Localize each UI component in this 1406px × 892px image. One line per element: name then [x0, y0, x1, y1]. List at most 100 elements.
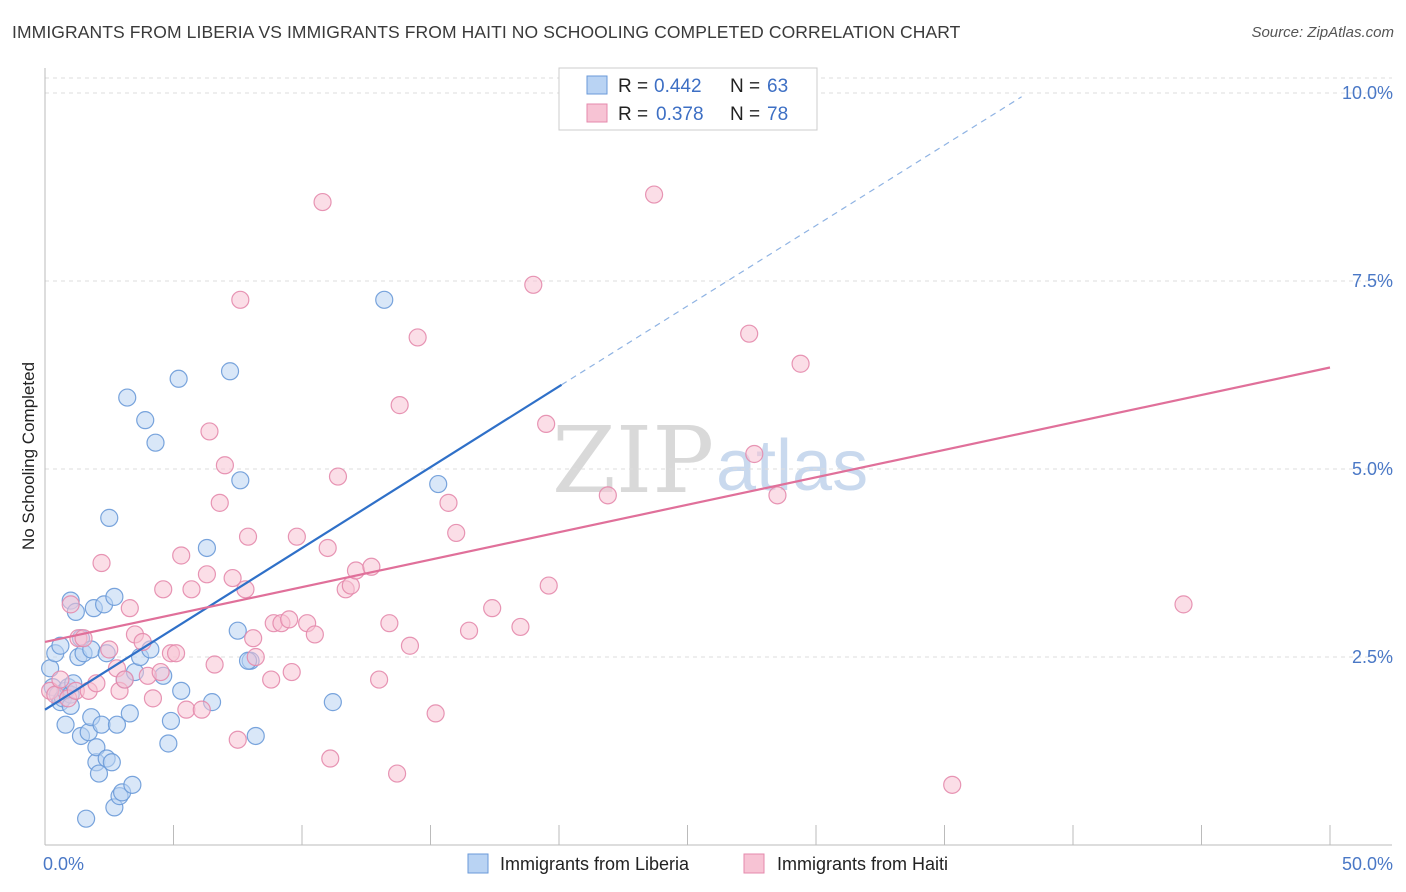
y-axis-title: No Schooling Completed	[19, 362, 38, 550]
point-haiti-62	[426, 704, 445, 723]
point-haiti-68	[524, 275, 543, 294]
point-haiti-47	[305, 625, 324, 644]
point-haiti-26	[182, 580, 201, 599]
point-haiti-67	[511, 617, 530, 637]
point-haiti-2	[51, 670, 70, 689]
stats-legend-n-value-haiti: 78	[767, 104, 788, 125]
point-haiti-76	[791, 354, 810, 373]
point-haiti-58	[387, 764, 407, 783]
point-liberia-39	[118, 388, 137, 407]
point-haiti-33	[223, 568, 242, 588]
point-haiti-11	[100, 640, 119, 659]
point-liberia-48	[159, 734, 178, 753]
point-haiti-32	[215, 456, 234, 475]
stats-legend-r-value-liberia: 0.442	[654, 76, 702, 97]
point-haiti-48	[313, 192, 332, 212]
point-liberia-44	[136, 411, 155, 430]
trend-lines	[44, 96, 1331, 711]
axes	[44, 68, 1392, 846]
source-credit: Source: ZipAtlas.com	[1251, 24, 1394, 41]
point-liberia-41	[123, 775, 142, 794]
y-tick-label-1: 5.0%	[1352, 459, 1393, 479]
point-haiti-24	[172, 546, 191, 565]
point-liberia-33	[105, 587, 124, 606]
point-liberia-51	[172, 681, 191, 700]
point-haiti-15	[120, 599, 139, 618]
point-haiti-61	[408, 328, 427, 347]
point-haiti-74	[745, 444, 764, 464]
point-haiti-28	[197, 565, 217, 584]
stats-legend-r-label-haiti: R =	[618, 104, 648, 125]
point-liberia-27	[92, 715, 111, 734]
point-haiti-72	[644, 185, 664, 204]
point-haiti-59	[390, 396, 409, 415]
legend-item-liberia[interactable]: Immigrants from Liberia	[467, 853, 690, 874]
point-liberia-58	[246, 726, 265, 746]
point-haiti-65	[459, 621, 479, 640]
trend-line-liberia-extension	[561, 96, 1022, 386]
stats-legend-n-label-liberia: N =	[730, 76, 760, 97]
point-haiti-64	[447, 523, 466, 543]
stats-legend-swatch-haiti	[586, 103, 608, 123]
trend-line-liberia	[44, 383, 563, 711]
point-liberia-31	[100, 508, 119, 527]
point-haiti-25	[177, 700, 196, 719]
chart-title: IMMIGRANTS FROM LIBERIA VS IMMIGRANTS FR…	[12, 22, 961, 42]
point-liberia-32	[102, 753, 121, 772]
point-haiti-66	[483, 599, 502, 618]
point-liberia-25	[87, 738, 106, 757]
legend-label-haiti: Immigrants from Haiti	[777, 854, 948, 874]
point-liberia-8	[56, 715, 75, 734]
point-liberia-50	[169, 369, 188, 388]
point-liberia-61	[429, 474, 448, 494]
point-liberia-49	[161, 711, 181, 731]
point-haiti-53	[341, 576, 360, 595]
legend-item-haiti[interactable]: Immigrants from Haiti	[743, 853, 948, 874]
point-haiti-75	[768, 486, 787, 505]
point-liberia-52	[197, 538, 217, 558]
x-ticks	[44, 825, 1331, 845]
legend-swatch-haiti	[743, 853, 765, 874]
stats-legend-r-label-liberia: R =	[618, 76, 648, 97]
point-haiti-57	[380, 614, 399, 633]
stats-legend-swatch-liberia	[586, 75, 608, 95]
trend-line-haiti	[44, 366, 1331, 644]
legend-label-liberia: Immigrants from Liberia	[500, 854, 690, 874]
point-liberia-59	[323, 693, 342, 712]
point-haiti-34	[228, 730, 247, 749]
point-liberia-40	[120, 704, 139, 723]
point-haiti-78	[1174, 595, 1193, 614]
point-haiti-63	[439, 493, 458, 512]
point-haiti-43	[280, 610, 299, 629]
point-haiti-60	[400, 636, 420, 655]
point-liberia-60	[375, 290, 394, 309]
point-haiti-27	[192, 700, 211, 719]
point-haiti-51	[328, 467, 348, 486]
point-haiti-50	[321, 749, 340, 768]
point-haiti-10	[92, 553, 111, 573]
point-liberia-55	[228, 621, 247, 640]
point-liberia-5	[51, 636, 70, 655]
point-haiti-38	[244, 629, 263, 648]
y-tick-label-0: 2.5%	[1352, 647, 1393, 667]
point-haiti-40	[262, 670, 281, 689]
bottom-legend[interactable]: Immigrants from Liberia Immigrants from …	[467, 853, 948, 874]
y-tick-labels: 2.5% 5.0% 7.5% 10.0%	[1342, 83, 1393, 667]
point-liberia-35	[107, 715, 127, 734]
point-haiti-70	[539, 576, 558, 595]
point-haiti-23	[166, 644, 186, 663]
y-tick-label-2: 7.5%	[1352, 271, 1393, 291]
stats-legend-n-value-liberia: 63	[767, 76, 788, 97]
point-liberia-26	[89, 764, 109, 783]
x-tick-label-0: 0.0%	[43, 854, 84, 874]
watermark-zip: ZIP	[552, 407, 714, 514]
stats-legend: R = 0.442 N = 63 R = 0.378 N = 78	[558, 67, 818, 131]
point-haiti-29	[200, 422, 219, 441]
point-haiti-4	[61, 595, 80, 614]
point-haiti-73	[740, 324, 759, 343]
point-haiti-77	[943, 775, 962, 794]
point-haiti-56	[370, 670, 389, 689]
stats-legend-r-value-haiti: 0.378	[656, 104, 704, 125]
point-haiti-45	[287, 527, 306, 546]
